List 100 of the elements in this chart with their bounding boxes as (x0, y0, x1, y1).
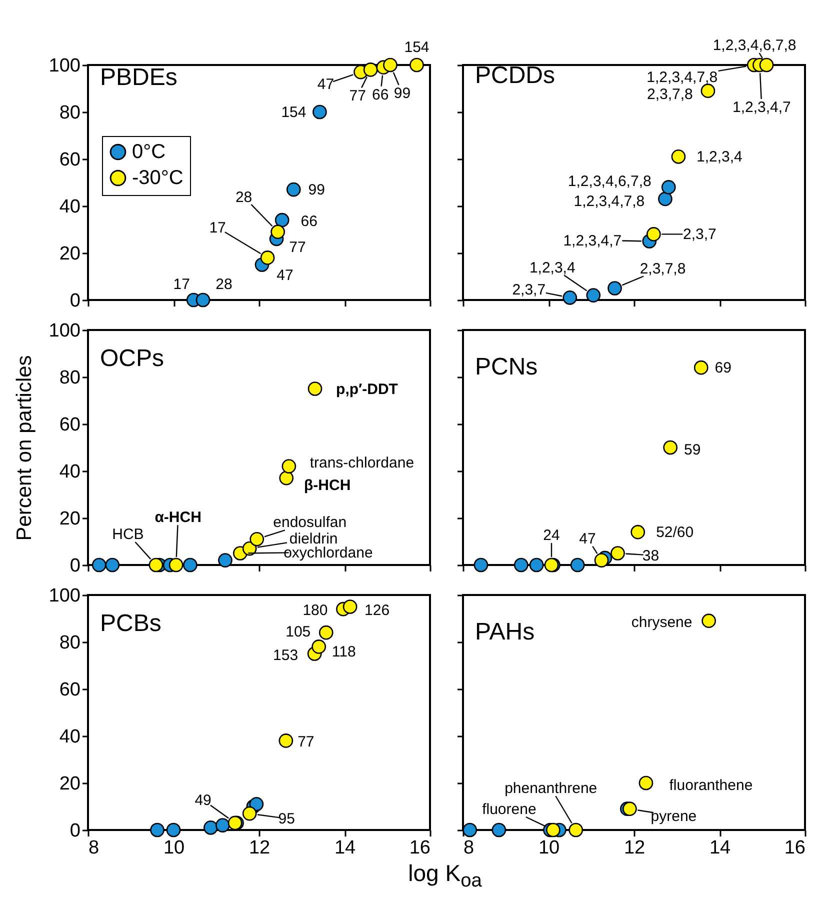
y-tick-label: 60 (59, 680, 80, 700)
annotation: 77 (289, 238, 306, 256)
annotation: 99 (394, 85, 411, 102)
point (274, 212, 290, 228)
point (279, 470, 294, 486)
annotation: 69 (714, 360, 732, 377)
annotation: 52/60 (656, 524, 694, 542)
point (568, 822, 584, 838)
x-tick-label: 10 (538, 838, 560, 858)
annotation: 47 (276, 266, 294, 284)
y-tick-label: 20 (59, 774, 80, 794)
annotation: fluorene (482, 801, 536, 818)
annotation: 2,3,7,8 (640, 260, 686, 278)
annotation: 154 (281, 104, 306, 121)
x-tick-label: 8 (464, 838, 474, 858)
y-tick-label: 0 (70, 290, 80, 312)
annotation: 47 (317, 76, 334, 94)
annotation: 2,3,7 (682, 226, 716, 244)
point (546, 822, 560, 838)
chart-title: PCDDs (475, 62, 556, 89)
x-tick-label: 14 (709, 838, 731, 858)
point (166, 822, 181, 838)
x-tick-label: 10 (163, 838, 185, 858)
point (622, 802, 637, 816)
annotation: 28 (235, 188, 252, 206)
annotation: p,p′-DDT (336, 380, 398, 398)
point (663, 440, 678, 455)
point (610, 546, 625, 560)
annotation: 77 (298, 734, 314, 751)
x-tick-label: 16 (409, 838, 430, 858)
point (278, 734, 294, 748)
point (700, 84, 716, 98)
annotation: 28 (216, 276, 232, 293)
x-tick-label: 12 (248, 838, 270, 858)
x-tick-label: 16 (784, 838, 806, 858)
point (608, 281, 622, 296)
point (514, 558, 528, 572)
x-tick-label: 14 (334, 838, 356, 858)
annotation: β-HCH (304, 477, 351, 494)
text: PCNs (475, 353, 538, 380)
point (250, 532, 264, 546)
point (661, 180, 676, 194)
point (646, 227, 661, 242)
point (242, 806, 257, 821)
annotation: 66 (372, 86, 389, 104)
legend-label: -30°C (132, 167, 184, 189)
annotation: 1,2,3,4,6,7,8 (712, 37, 796, 54)
point (168, 558, 184, 572)
point (363, 62, 378, 77)
point (342, 600, 358, 614)
chart-title: PBDEs (100, 64, 178, 91)
point (474, 558, 488, 572)
annotation: 1,2,3,4,7,8 (646, 69, 718, 86)
legend-label: 0°C (132, 141, 166, 163)
annotation: 66 (300, 213, 318, 230)
point (702, 614, 716, 628)
point (638, 776, 654, 790)
y-tick-label: 0 (70, 556, 80, 576)
annotation: pyrene (650, 808, 697, 825)
point (282, 459, 296, 474)
y-tick-label: 80 (59, 102, 80, 124)
point (594, 553, 609, 568)
annotation: 95 (278, 810, 295, 828)
annotation: endosulfan (273, 514, 347, 532)
text: PAHs (475, 618, 535, 646)
point (383, 58, 398, 72)
point (318, 625, 334, 640)
point (196, 292, 210, 308)
point (183, 558, 198, 572)
annotation: 99 (308, 182, 325, 199)
x-tick-label: 12 (624, 838, 646, 858)
x-axis-title: log K$_{oa}$ (408, 860, 482, 893)
point (249, 796, 264, 812)
annotation: 1,2,3,4 (529, 259, 576, 276)
y-tick-label: 40 (59, 726, 80, 748)
point (312, 640, 326, 654)
y-tick-label: 40 (59, 462, 80, 482)
annotation: 118 (332, 644, 356, 661)
y-tick-label: 20 (59, 244, 80, 264)
annotation: 49 (194, 792, 212, 809)
point (694, 360, 708, 375)
point (204, 820, 218, 835)
point (308, 382, 322, 396)
y-tick-label: 60 (59, 150, 80, 170)
annotation: 24 (543, 527, 560, 544)
annotation: trans-chlordane (310, 454, 414, 472)
y-tick-label: 40 (59, 196, 80, 218)
y-axis-title: Percent on particles (12, 355, 36, 541)
point (260, 250, 275, 265)
point (148, 558, 164, 572)
y-tick-label: 60 (59, 414, 80, 436)
annotation: chrysene (631, 614, 692, 631)
point (410, 58, 424, 72)
annotation: 17 (209, 220, 226, 237)
point (218, 553, 232, 568)
point (630, 524, 646, 540)
point (562, 290, 578, 305)
annotation: 1,2,3,4,7 (563, 232, 622, 250)
annotation: HCB (112, 526, 144, 543)
point (570, 558, 585, 572)
